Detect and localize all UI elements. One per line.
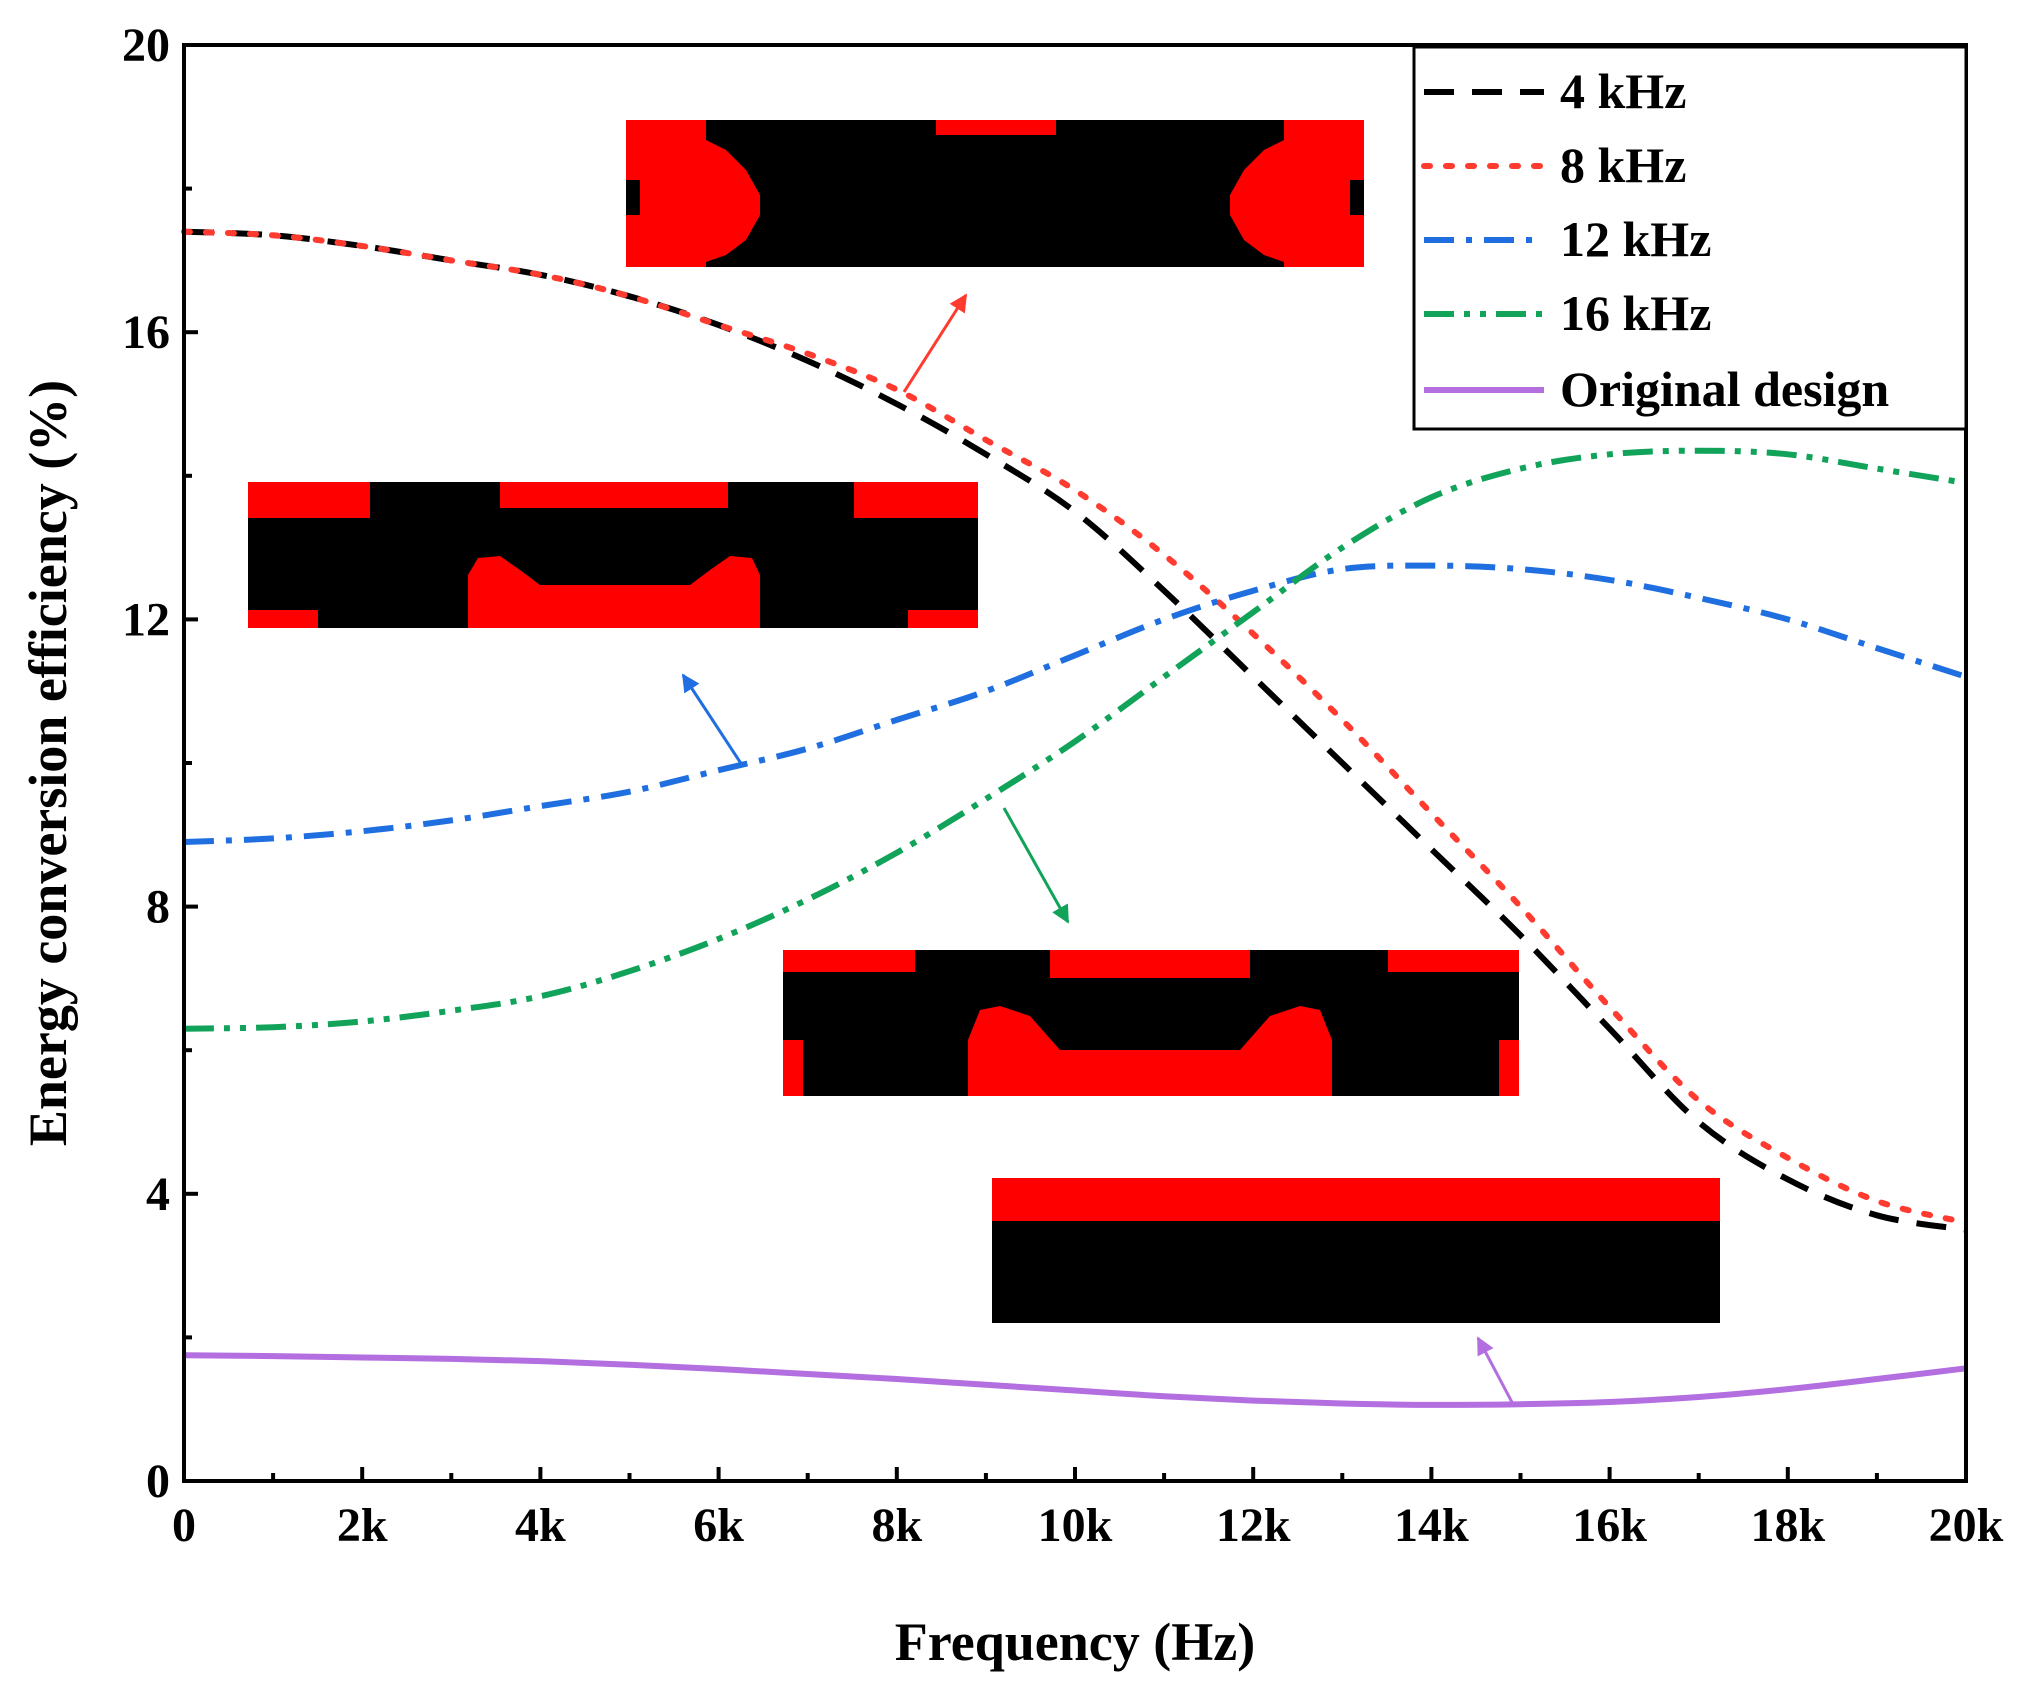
legend-label-4-khz: 4 kHz <box>1560 63 1686 119</box>
y-tick-label: 16 <box>122 306 170 359</box>
series-lines <box>181 228 1969 1408</box>
x-tick-label: 18k <box>1750 1499 1825 1552</box>
arrow-original <box>1476 1336 1516 1407</box>
x-tick-label: 16k <box>1572 1499 1647 1552</box>
tick-labels: 0 2k 4k 6k 8k 10k 12k 14k 16k 18k 20k 0 4 8 12 16 20 <box>122 19 2004 1552</box>
x-tick-label: 12k <box>1216 1499 1291 1552</box>
legend: 4 kHz 8 kHz 12 kHz 16 kHz Original desig… <box>1412 45 1968 431</box>
inset-16-khz-design <box>783 950 1519 1096</box>
x-tick-label: 8k <box>871 1499 922 1552</box>
legend-label-8-khz: 8 kHz <box>1560 137 1686 193</box>
series-line-12-khz <box>183 562 1967 845</box>
arrow-12-khz <box>681 673 744 766</box>
y-tick-label: 20 <box>122 19 170 72</box>
series-line-8-khz <box>181 228 1969 1226</box>
legend-label-original: Original design <box>1560 361 1889 417</box>
legend-label-16-khz: 16 kHz <box>1560 285 1711 341</box>
y-tick-label: 12 <box>122 593 170 646</box>
inset-original-design <box>992 1178 1720 1323</box>
arrow-4-8-khz <box>902 293 968 393</box>
x-tick-label: 0 <box>172 1499 196 1552</box>
x-tick-label: 4k <box>515 1499 566 1552</box>
legend-label-12-khz: 12 kHz <box>1560 211 1711 267</box>
y-tick-label: 4 <box>146 1168 170 1221</box>
y-tick-label: 8 <box>146 881 170 934</box>
series-line-original-design <box>183 1352 1967 1408</box>
x-tick-label: 14k <box>1394 1499 1469 1552</box>
inset-4-8-khz-design <box>626 120 1364 267</box>
y-axis-title: Energy conversion efficiency (%) <box>18 380 78 1146</box>
x-tick-label: 6k <box>693 1499 744 1552</box>
arrow-16-khz <box>1002 807 1070 924</box>
y-tick-label: 0 <box>146 1455 170 1508</box>
x-tick-label: 10k <box>1038 1499 1113 1552</box>
x-axis-title: Frequency (Hz) <box>895 1612 1255 1672</box>
series-line-16-khz <box>183 447 1967 1032</box>
x-tick-label: 20k <box>1929 1499 2004 1552</box>
inset-12-khz-design <box>248 482 978 628</box>
plot-frame <box>182 43 1968 1483</box>
x-tick-label: 2k <box>337 1499 388 1552</box>
